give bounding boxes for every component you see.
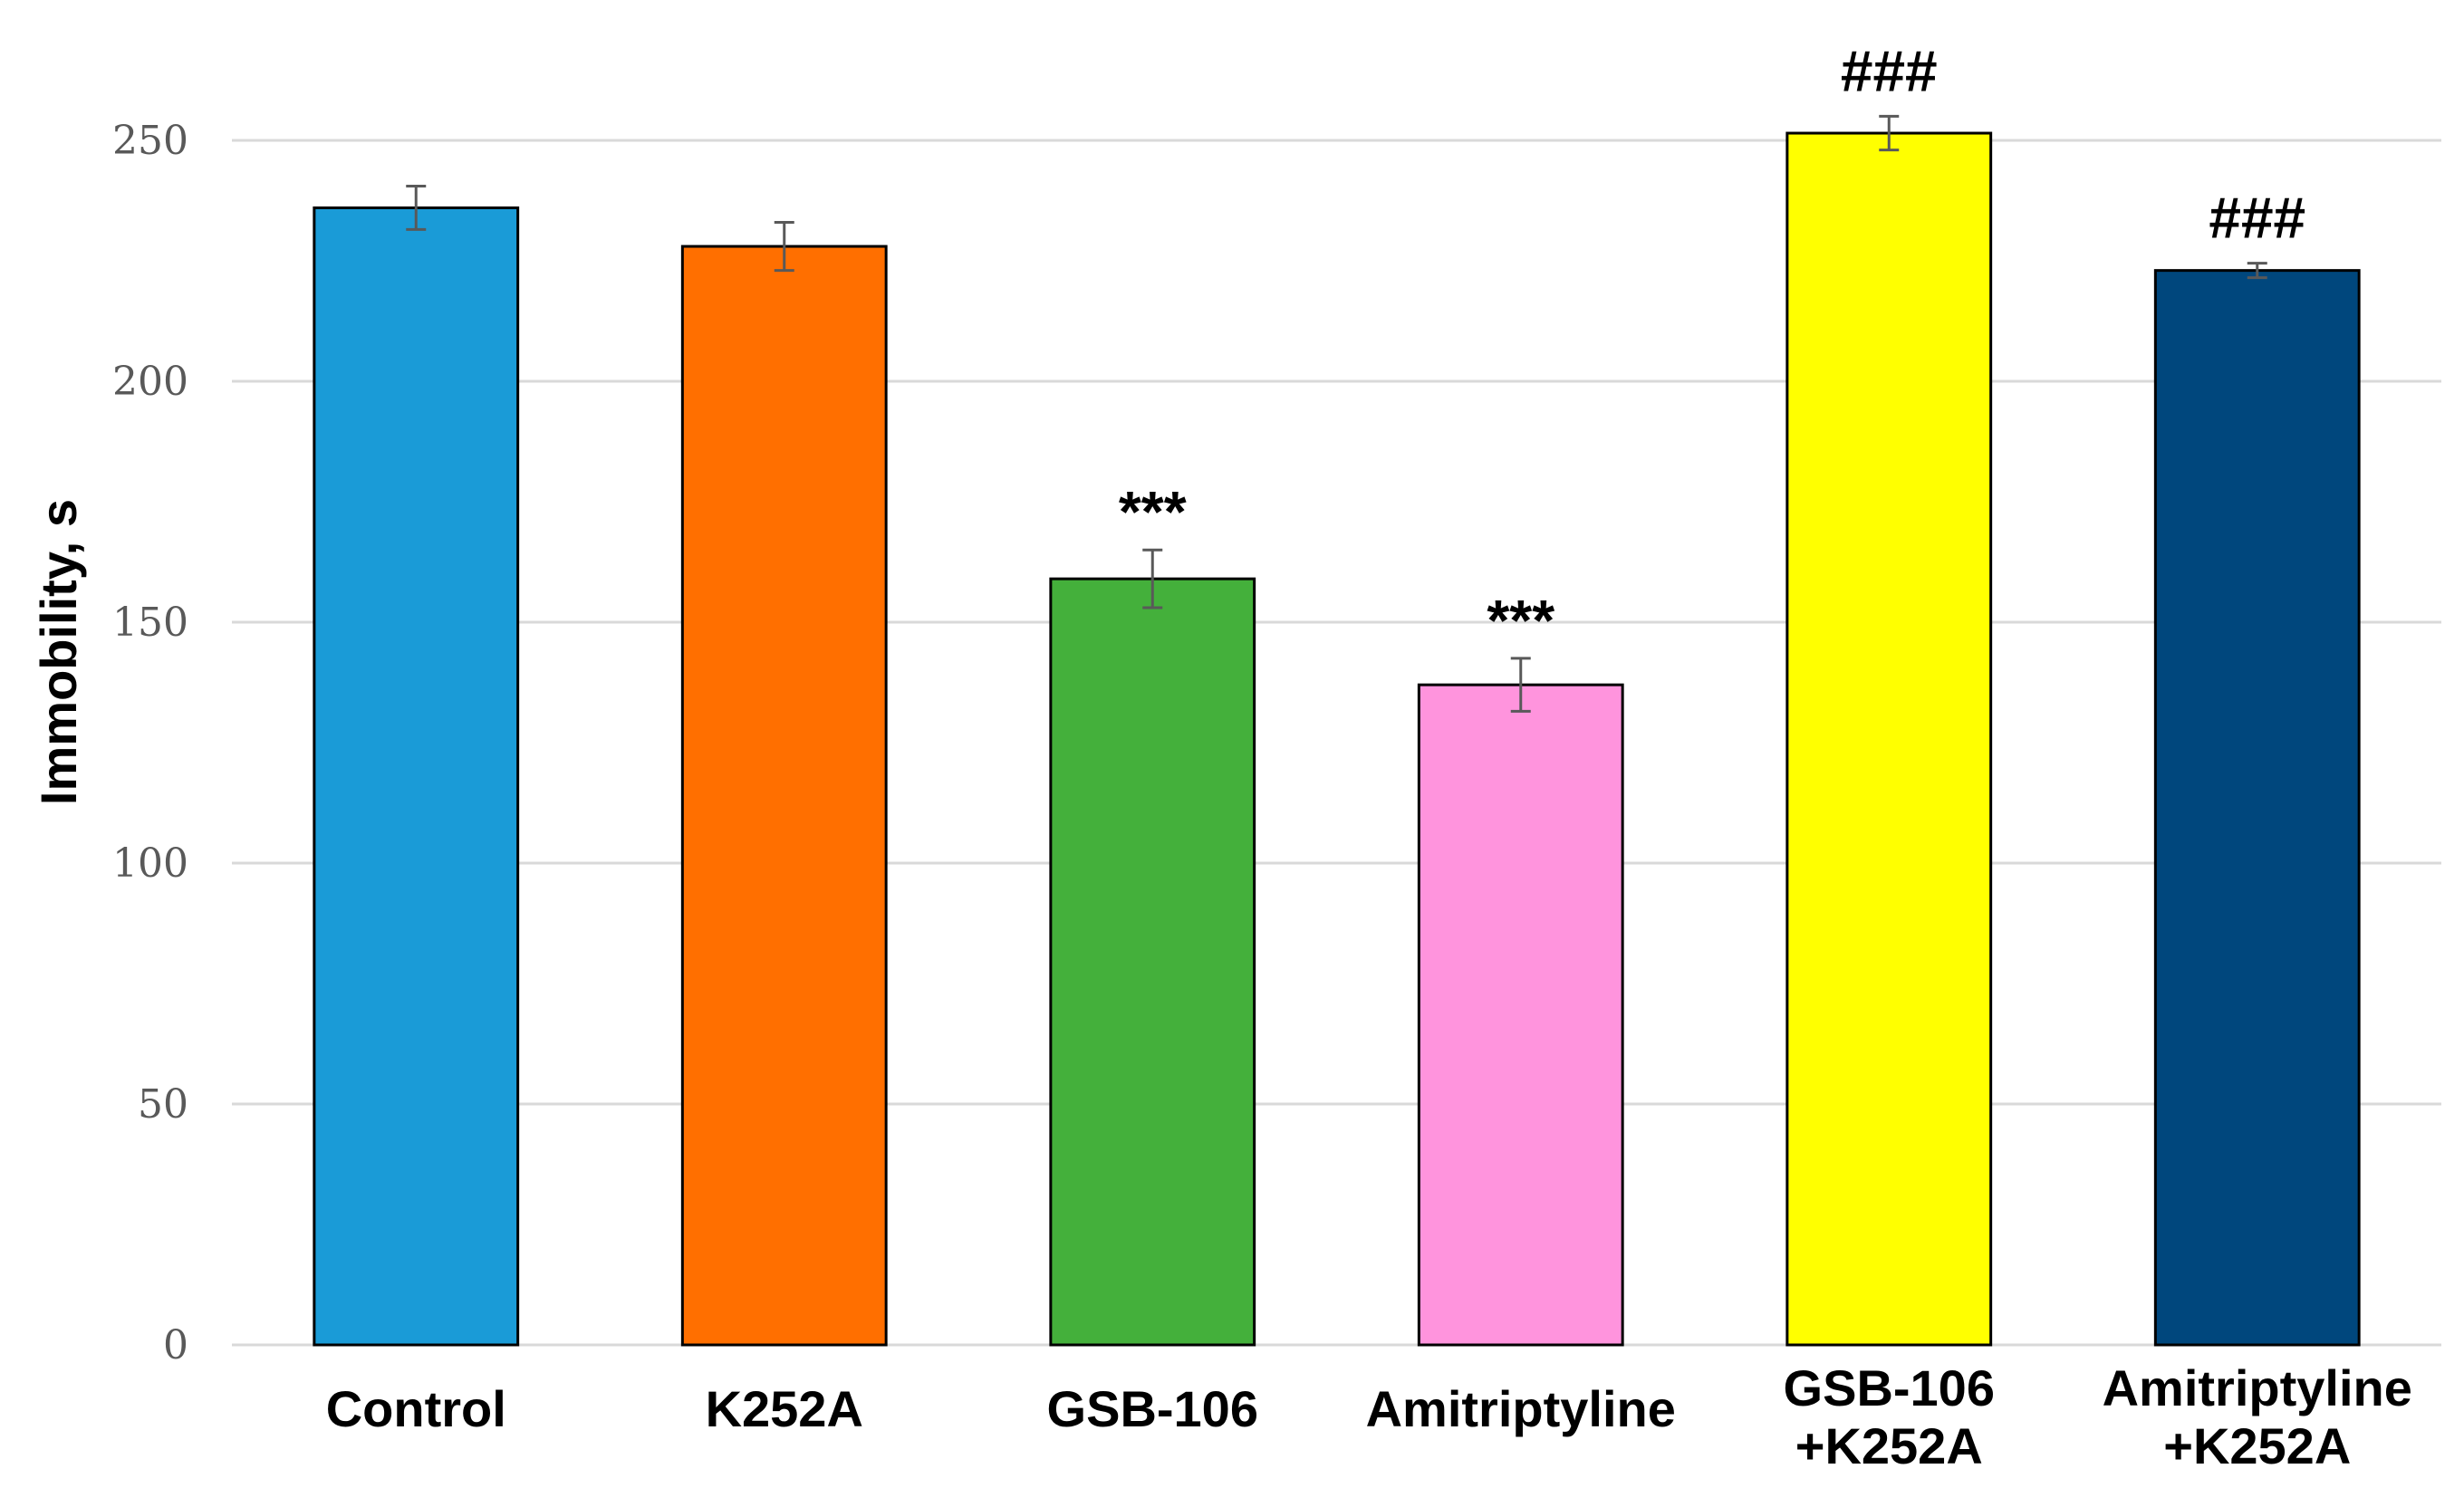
x-tick-label: Amitriptyline +K252A [2103,1359,2412,1474]
x-tick-label: GSB-106 [1047,1380,1258,1437]
x-tick-label-line: K252A [706,1380,863,1437]
y-tick-label: 250 [112,118,188,164]
bar-gsb-106-k252a [1785,131,1993,1347]
significance-annotation: *** [1119,479,1187,544]
gridlines [232,139,2441,1347]
x-axis-labels: Control K252A GSB-106 Amitriptyline GSB-106 +… [326,1359,2412,1474]
significance-annotation: ### [2209,186,2305,251]
y-axis-title: Immobility, s [30,499,87,805]
error-bars [406,114,2267,713]
x-tick-label: Amitriptyline [1366,1380,1676,1437]
bar-amitriptyline-k252a [2153,269,2361,1347]
x-tick-label-line: +K252A [2163,1417,2351,1474]
x-tick-label-line: +K252A [1795,1417,1983,1474]
x-tick-label-line: Amitriptyline [2103,1359,2412,1416]
x-tick-label-line: Amitriptyline [1366,1380,1676,1437]
significance-annotation: *** [1487,588,1554,653]
y-tick-label: 0 [163,1322,188,1368]
error-bar [1510,657,1531,713]
x-tick-label: GSB-106 +K252A [1784,1359,1995,1474]
error-bar [1879,114,1900,152]
x-tick-label: K252A [706,1380,863,1437]
x-tick-label-line: GSB-106 [1047,1380,1258,1437]
bar-gsb-106 [1049,577,1256,1347]
x-tick-label-line: GSB-106 [1784,1359,1995,1416]
y-tick-label: 150 [112,600,188,646]
error-bar [406,185,427,231]
significance-annotation: ### [1841,38,1938,103]
bar-amitriptyline [1417,683,1624,1347]
y-tick-label: 50 [138,1081,188,1128]
bars [313,131,2361,1347]
error-bar [774,220,794,273]
error-bar [2247,262,2267,280]
significance-annotations: *** *** ### ### [1119,38,2305,653]
y-tick-label: 200 [112,359,188,405]
y-tick-label: 100 [112,840,188,887]
y-axis-ticks: 0 50 100 150 200 250 [112,118,188,1368]
error-bar [1142,548,1163,610]
bar-k252a [680,245,888,1347]
x-tick-label: Control [326,1380,506,1437]
bar-control [313,206,520,1347]
x-tick-label-line: Control [326,1380,506,1437]
